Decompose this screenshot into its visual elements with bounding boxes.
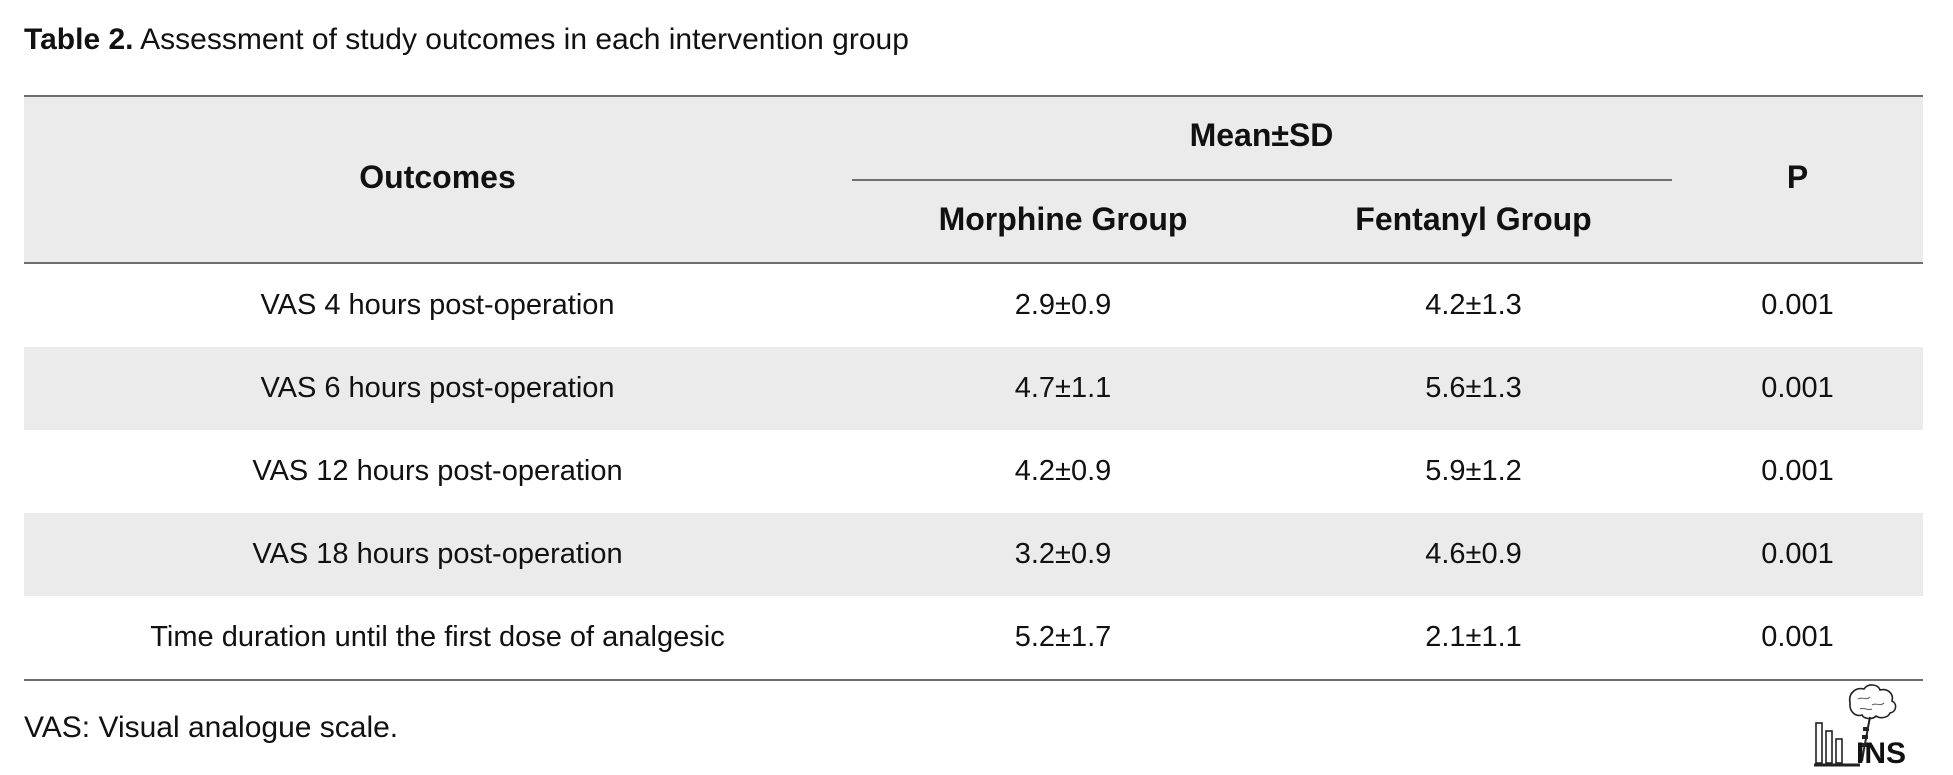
table-caption-text: Assessment of study outcomes in each int…: [133, 23, 909, 56]
table-footnote: VAS: Visual analogue scale.: [24, 711, 399, 744]
cell-morphine: 4.7±1.1: [1014, 372, 1112, 404]
header-fentanyl-group: Fentanyl Group: [1355, 201, 1592, 237]
header-mean-sd: Mean±SD: [1189, 117, 1334, 153]
cell-fentanyl: 4.2±1.3: [1425, 289, 1522, 321]
cell-fentanyl: 5.6±1.3: [1425, 372, 1522, 404]
table-caption: Table 2. Assessment of study outcomes in…: [24, 20, 909, 60]
cell-fentanyl: 4.6±0.9: [1425, 538, 1522, 570]
cell-outcome: VAS 4 hours post-operation: [260, 289, 615, 321]
outcomes-table: Outcomes Mean±SD Morphine Group Fentanyl…: [24, 95, 1923, 681]
header-group-divider: [852, 179, 1672, 181]
cell-morphine: 5.2±1.7: [1014, 621, 1112, 653]
cell-morphine: 3.2±0.9: [1014, 538, 1112, 570]
header-outcomes: Outcomes: [359, 159, 516, 195]
cell-p-value: 0.001: [1761, 372, 1834, 404]
cell-outcome: Time duration until the first dose of an…: [150, 621, 725, 653]
journal-logo-icon: INS: [1812, 683, 1912, 770]
cell-outcome: VAS 12 hours post-operation: [252, 455, 623, 487]
cell-morphine: 2.9±0.9: [1014, 289, 1112, 321]
cell-outcome: VAS 6 hours post-operation: [260, 372, 615, 404]
cell-p-value: 0.001: [1761, 621, 1834, 653]
cell-p-value: 0.001: [1761, 455, 1834, 487]
logo-text: INS: [1856, 737, 1906, 768]
table-row: VAS 4 hours post-operation 2.9±0.9 4.2±1…: [24, 264, 1923, 347]
cell-morphine: 4.2±0.9: [1014, 455, 1112, 487]
cell-p-value: 0.001: [1761, 538, 1834, 570]
header-p-value: P: [1786, 159, 1809, 195]
cell-outcome: VAS 18 hours post-operation: [252, 538, 623, 570]
header-morphine-group: Morphine Group: [938, 201, 1188, 237]
cell-p-value: 0.001: [1761, 289, 1834, 321]
table-caption-label: Table 2.: [24, 23, 134, 56]
table-row: VAS 6 hours post-operation 4.7±1.1 5.6±1…: [24, 347, 1923, 430]
cell-fentanyl: 5.9±1.2: [1425, 455, 1522, 487]
table-row: VAS 12 hours post-operation 4.2±0.9 5.9±…: [24, 430, 1923, 513]
table-row: VAS 18 hours post-operation 3.2±0.9 4.6±…: [24, 513, 1923, 596]
table-row: Time duration until the first dose of an…: [24, 596, 1923, 679]
cell-fentanyl: 2.1±1.1: [1425, 621, 1522, 653]
table-header: Outcomes Mean±SD Morphine Group Fentanyl…: [24, 97, 1923, 264]
